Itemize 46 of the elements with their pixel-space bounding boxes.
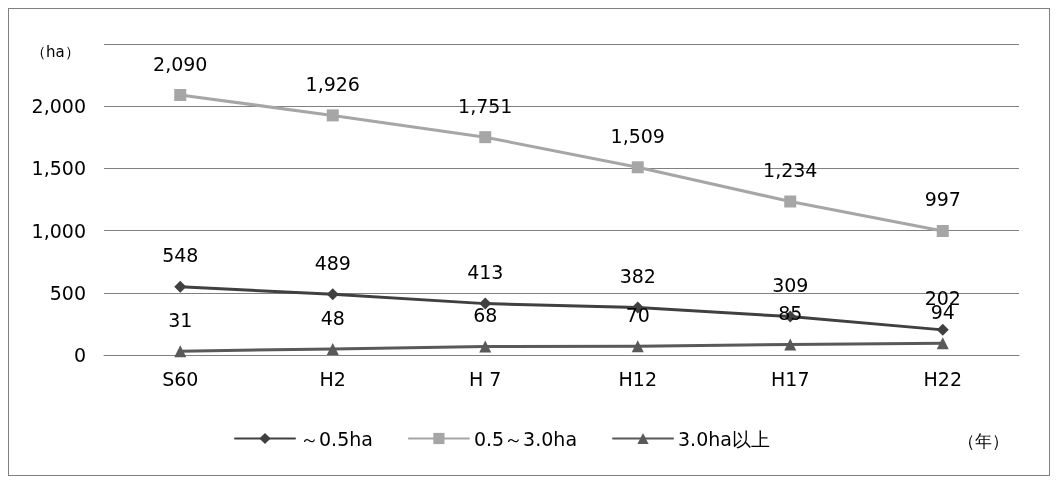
x-tick-label: H22 bbox=[923, 367, 962, 390]
x-tick-label: S60 bbox=[162, 367, 199, 390]
x-tick-label: H2 bbox=[319, 367, 346, 390]
data-label: 997 bbox=[924, 188, 961, 211]
y-tick-label: 0 bbox=[73, 344, 86, 366]
x-axis-title: （年） bbox=[958, 430, 1009, 451]
data-label: 31 bbox=[168, 308, 193, 331]
point bbox=[174, 280, 187, 293]
data-label: 309 bbox=[772, 274, 809, 297]
legend-label: ～0.5ha bbox=[300, 427, 373, 450]
point bbox=[631, 161, 644, 174]
point bbox=[631, 340, 644, 353]
point bbox=[479, 131, 492, 144]
data-label: 48 bbox=[320, 306, 345, 329]
point bbox=[174, 345, 187, 358]
point bbox=[174, 89, 187, 101]
point bbox=[936, 337, 949, 350]
y-axis-title: （ha） bbox=[31, 42, 80, 61]
point bbox=[936, 323, 949, 336]
x-tick-label: H17 bbox=[771, 367, 810, 390]
data-label: 2,090 bbox=[153, 52, 208, 75]
data-label: 1,751 bbox=[458, 94, 513, 117]
data-label: 1,509 bbox=[610, 124, 665, 147]
data-label: 548 bbox=[162, 244, 199, 267]
point bbox=[326, 343, 339, 356]
y-tick-label: 500 bbox=[49, 281, 86, 304]
legend-label: 3.0ha以上 bbox=[678, 427, 770, 450]
data-label: 1,926 bbox=[305, 72, 360, 95]
data-label: 413 bbox=[467, 261, 504, 284]
y-tick-label: 2,000 bbox=[31, 95, 86, 118]
point bbox=[326, 288, 339, 301]
data-label: 489 bbox=[314, 251, 351, 274]
x-tick-label: H 7 bbox=[469, 367, 502, 390]
point bbox=[784, 195, 797, 208]
data-label: 70 bbox=[625, 303, 650, 326]
point bbox=[326, 109, 339, 122]
legend-label: 0.5～3.0ha bbox=[473, 427, 578, 450]
data-label: 382 bbox=[619, 264, 656, 287]
y-tick-label: 1,500 bbox=[31, 157, 86, 180]
x-tick-label: H12 bbox=[618, 367, 657, 390]
data-label: 1,234 bbox=[763, 158, 818, 181]
y-tick-label: 1,000 bbox=[31, 219, 86, 242]
point bbox=[936, 224, 949, 237]
point bbox=[784, 338, 797, 351]
point bbox=[479, 340, 492, 353]
data-label: 68 bbox=[473, 304, 498, 327]
